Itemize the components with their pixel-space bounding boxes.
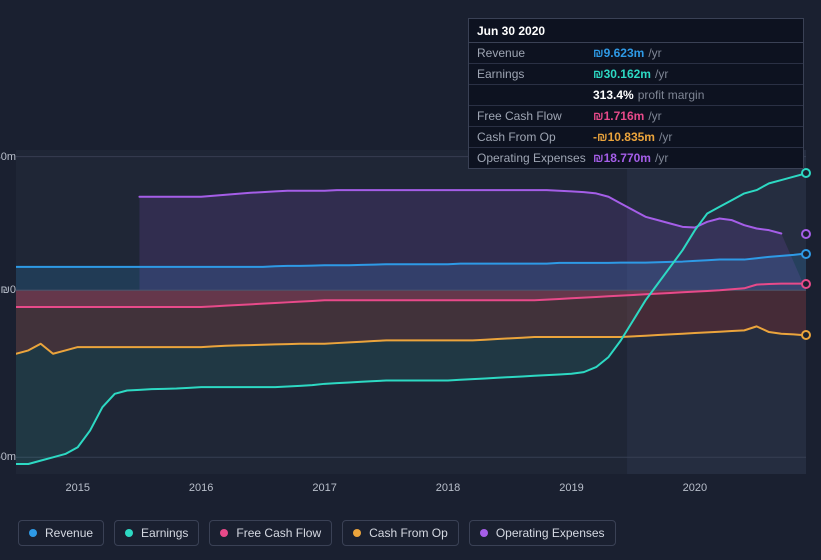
x-axis-label: 2018 (436, 482, 460, 494)
tooltip-metric-label: Free Cash Flow (477, 108, 593, 124)
x-axis-label: 2015 (65, 482, 89, 494)
legend-item[interactable]: Free Cash Flow (209, 520, 332, 546)
legend-dot (353, 529, 361, 537)
series-endpoint (801, 249, 811, 259)
legend-item[interactable]: Operating Expenses (469, 520, 616, 546)
legend-dot (125, 529, 133, 537)
y-axis-label: ₪40m (0, 151, 16, 163)
legend-label: Cash From Op (369, 526, 448, 540)
tooltip-row: Free Cash Flow₪1.716m/yr (469, 106, 803, 127)
tooltip-date: Jun 30 2020 (469, 19, 803, 43)
tooltip-metric-suffix: /yr (655, 66, 668, 82)
legend-item[interactable]: Earnings (114, 520, 199, 546)
x-axis-label: 2017 (312, 482, 336, 494)
tooltip-metric-label: Cash From Op (477, 129, 593, 145)
tooltip-metric-value: -₪10.835m (593, 129, 655, 145)
legend-label: Operating Expenses (496, 526, 605, 540)
tooltip-metric-label: Revenue (477, 45, 593, 61)
tooltip-metric-suffix: profit margin (638, 87, 705, 103)
tooltip-metric-suffix: /yr (648, 108, 661, 124)
tooltip-row: Revenue₪9.623m/yr (469, 43, 803, 64)
series-endpoint (801, 330, 811, 340)
legend-label: Revenue (45, 526, 93, 540)
tooltip-metric-suffix: /yr (659, 129, 672, 145)
tooltip-row: Earnings₪30.162m/yr (469, 64, 803, 85)
tooltip-metric-suffix: /yr (648, 45, 661, 61)
x-axis-label: 2019 (559, 482, 583, 494)
tooltip-metric-value: ₪9.623m (593, 45, 644, 61)
y-axis-label: ₪0 (0, 284, 16, 296)
tooltip-metric-value: ₪18.770m (593, 150, 651, 166)
series-endpoint (801, 279, 811, 289)
tooltip-metric-value: ₪30.162m (593, 66, 651, 82)
y-axis-label: -₪50m (0, 451, 16, 463)
data-tooltip: Jun 30 2020 Revenue₪9.623m/yrEarnings₪30… (468, 18, 804, 169)
legend-item[interactable]: Revenue (18, 520, 104, 546)
series-endpoint (801, 229, 811, 239)
x-axis-label: 2020 (683, 482, 707, 494)
legend-dot (29, 529, 37, 537)
tooltip-row: Operating Expenses₪18.770m/yr (469, 148, 803, 168)
legend-dot (480, 529, 488, 537)
tooltip-row: 313.4%profit margin (469, 85, 803, 106)
tooltip-metric-value: ₪1.716m (593, 108, 644, 124)
x-axis-label: 2016 (189, 482, 213, 494)
x-axis-labels: 2015 2016 2017 2018 2019 2020 (16, 482, 806, 498)
tooltip-metric-suffix: /yr (655, 150, 668, 166)
series-endpoint (801, 168, 811, 178)
chart-svg (16, 150, 806, 474)
tooltip-row: Cash From Op-₪10.835m/yr (469, 127, 803, 148)
chart-legend: Revenue Earnings Free Cash Flow Cash From O… (18, 520, 616, 546)
tooltip-metric-value: 313.4% (593, 87, 634, 103)
legend-dot (220, 529, 228, 537)
tooltip-metric-label: Operating Expenses (477, 150, 593, 166)
legend-item[interactable]: Cash From Op (342, 520, 459, 546)
legend-label: Free Cash Flow (236, 526, 321, 540)
legend-label: Earnings (141, 526, 188, 540)
tooltip-metric-label: Earnings (477, 66, 593, 82)
financials-chart[interactable]: ₪40m₪0-₪50m 201520162017201820192020 (16, 150, 806, 510)
